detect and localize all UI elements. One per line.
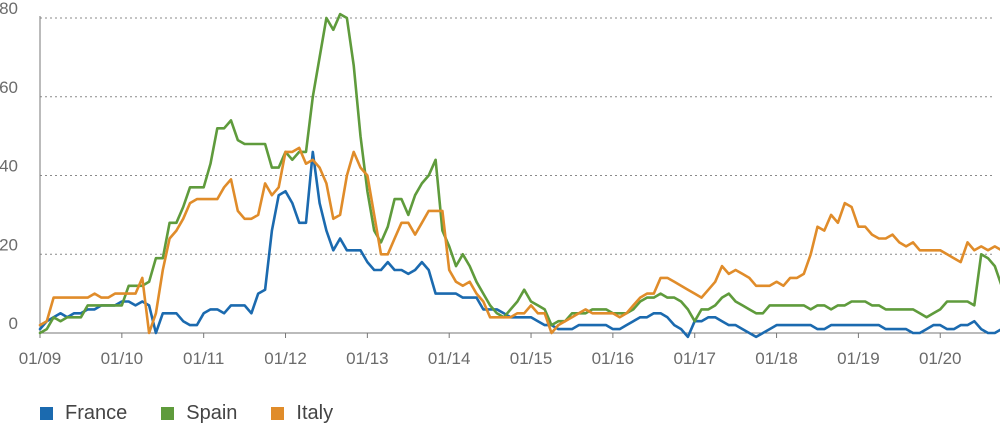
x-tick-label-2: 01/11 bbox=[183, 349, 224, 368]
legend-label-france: France bbox=[65, 402, 128, 424]
x-tick-label-4: 01/13 bbox=[346, 349, 389, 368]
series-line-spain bbox=[38, 12, 1000, 335]
x-tick-label-9: 01/18 bbox=[755, 349, 798, 368]
legend-label-italy: Italy bbox=[296, 402, 334, 424]
legend-label-spain: Spain bbox=[186, 402, 238, 424]
legend-swatch-spain bbox=[161, 407, 175, 420]
legend-item-france: France bbox=[40, 402, 127, 425]
gridlines bbox=[40, 17, 995, 255]
y-tick-label-0: 0 bbox=[9, 314, 18, 333]
y-tick-label-40: 40 bbox=[0, 157, 18, 176]
x-tick-label-10: 01/19 bbox=[837, 349, 880, 368]
legend-item-spain: Spain bbox=[161, 402, 237, 425]
x-tick-label-11: 01/20 bbox=[919, 349, 962, 368]
legend-swatch-france bbox=[40, 407, 53, 420]
x-tick-label-8: 01/17 bbox=[673, 349, 716, 368]
x-tick-label-0: 01/09 bbox=[19, 349, 62, 368]
x-tick-label-7: 01/16 bbox=[592, 349, 635, 368]
y-tick-label-60: 60 bbox=[0, 78, 18, 97]
y-tick-label-20: 20 bbox=[0, 235, 18, 254]
x-tick-labels: 01/09 01/10 01/11 01/12 01/13 01/14 01/15 01/16… bbox=[19, 349, 962, 368]
series-line-italy bbox=[38, 146, 1000, 335]
x-tick-label-5: 01/14 bbox=[428, 349, 471, 368]
legend: France Spain Italy bbox=[40, 402, 367, 425]
series-line-france bbox=[38, 150, 1000, 339]
x-tick-label-3: 01/12 bbox=[264, 349, 307, 368]
x-tick-label-1: 01/10 bbox=[101, 349, 144, 368]
legend-item-italy: Italy bbox=[271, 402, 333, 425]
y-tick-labels: 0 20 40 60 80 bbox=[0, 0, 18, 333]
legend-swatch-italy bbox=[271, 407, 285, 420]
x-tick-label-6: 01/15 bbox=[510, 349, 553, 368]
axes bbox=[39, 16, 995, 338]
y-tick-label-80: 80 bbox=[0, 0, 18, 18]
series-lines bbox=[38, 12, 1000, 339]
